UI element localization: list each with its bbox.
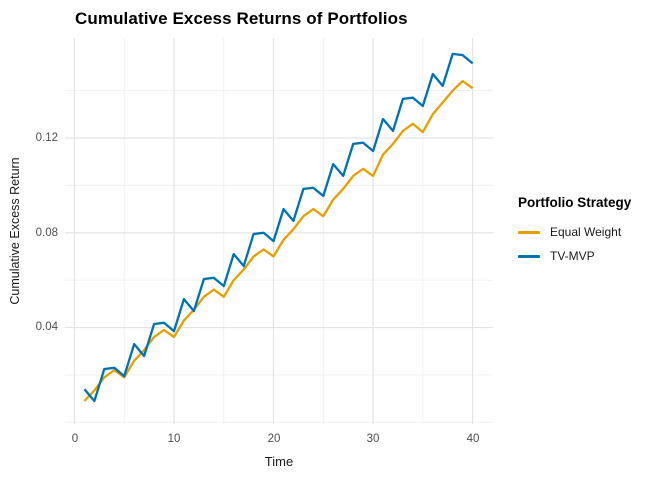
- x-tick-label: 30: [366, 433, 380, 445]
- legend-title: Portfolio Strategy: [518, 195, 632, 210]
- y-tick-label: 0.12: [35, 132, 58, 144]
- x-axis-title: Time: [264, 454, 294, 469]
- legend-item-tv-mvp: TV-MVP: [518, 244, 668, 268]
- x-tick-label: 40: [466, 433, 480, 445]
- legend-item-label: TV-MVP: [550, 249, 595, 263]
- y-tick-label: 0.08: [35, 227, 58, 239]
- y-tick-label: 0.04: [35, 321, 58, 333]
- legend-key-line: [518, 230, 540, 234]
- chart-title: Cumulative Excess Returns of Portfolios: [75, 9, 408, 28]
- x-tick-label: 10: [167, 433, 181, 445]
- legend-item-label: Equal Weight: [550, 225, 622, 239]
- legend: Portfolio Strategy Equal Weight TV-MVP: [518, 195, 668, 268]
- x-tick-label: 0: [71, 433, 79, 445]
- legend-key-line: [518, 254, 540, 258]
- legend-item-equal-weight: Equal Weight: [518, 220, 668, 244]
- x-tick-label: 20: [267, 433, 281, 445]
- series-line-tv-mvp: [83, 52, 474, 403]
